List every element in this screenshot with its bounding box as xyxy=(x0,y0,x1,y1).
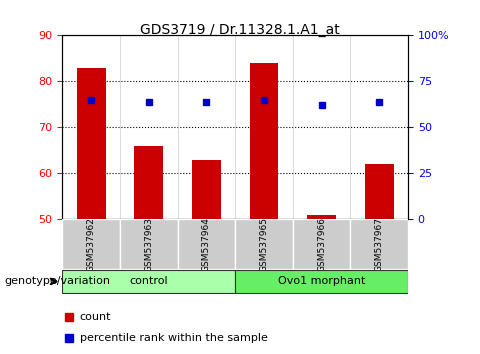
Text: percentile rank within the sample: percentile rank within the sample xyxy=(80,333,267,343)
Bar xyxy=(307,215,336,219)
FancyBboxPatch shape xyxy=(120,219,178,269)
Text: GSM537965: GSM537965 xyxy=(260,217,268,272)
Bar xyxy=(192,160,221,219)
Text: genotype/variation: genotype/variation xyxy=(5,276,111,286)
Bar xyxy=(134,146,163,219)
Bar xyxy=(365,164,394,219)
Text: GSM537962: GSM537962 xyxy=(87,217,96,272)
FancyBboxPatch shape xyxy=(293,219,350,269)
FancyBboxPatch shape xyxy=(350,219,408,269)
FancyBboxPatch shape xyxy=(235,270,408,292)
Text: control: control xyxy=(130,276,168,286)
FancyBboxPatch shape xyxy=(62,270,235,292)
Text: GSM537964: GSM537964 xyxy=(202,217,211,272)
FancyBboxPatch shape xyxy=(178,219,235,269)
Text: GDS3719 / Dr.11328.1.A1_at: GDS3719 / Dr.11328.1.A1_at xyxy=(140,23,340,37)
Text: count: count xyxy=(80,312,111,322)
Text: Ovo1 morphant: Ovo1 morphant xyxy=(278,276,365,286)
Text: GSM537966: GSM537966 xyxy=(317,217,326,272)
Text: GSM537963: GSM537963 xyxy=(144,217,153,272)
FancyBboxPatch shape xyxy=(235,219,293,269)
FancyBboxPatch shape xyxy=(62,219,120,269)
Bar xyxy=(77,68,106,219)
Text: GSM537967: GSM537967 xyxy=(375,217,384,272)
Bar xyxy=(250,63,278,219)
